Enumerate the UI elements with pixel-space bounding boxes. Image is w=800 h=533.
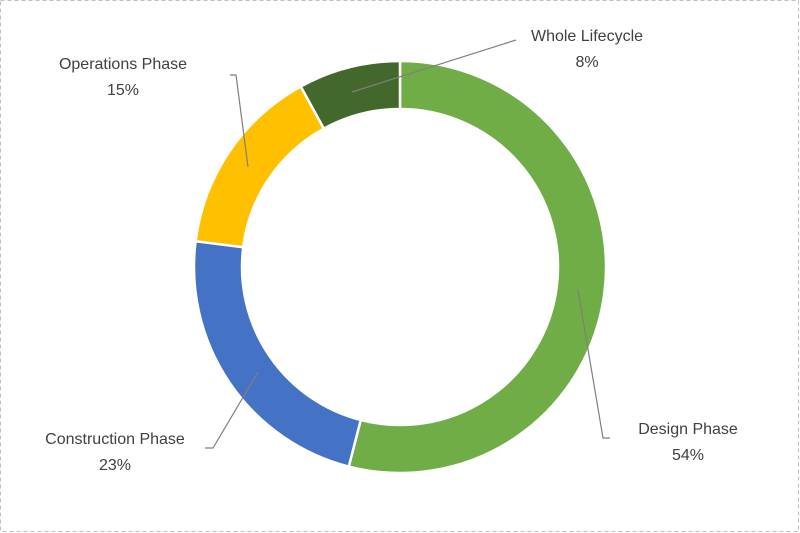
slice-value-label: 54% <box>672 447 704 464</box>
leader-line <box>351 39 517 93</box>
slice-label: Whole Lifecycle <box>531 28 643 45</box>
donut-slice <box>347 59 608 475</box>
slice-label: Design Phase <box>638 421 738 438</box>
leader-line <box>205 371 259 449</box>
slice-label: Operations Phase <box>59 56 187 73</box>
slice-label: Construction Phase <box>45 431 185 448</box>
slice-value-label: 8% <box>575 54 598 71</box>
slice-value-label: 23% <box>99 457 131 474</box>
leader-line <box>230 74 249 168</box>
slice-value-label: 15% <box>107 82 139 99</box>
donut-slice <box>299 59 402 131</box>
leader-line <box>577 289 610 439</box>
